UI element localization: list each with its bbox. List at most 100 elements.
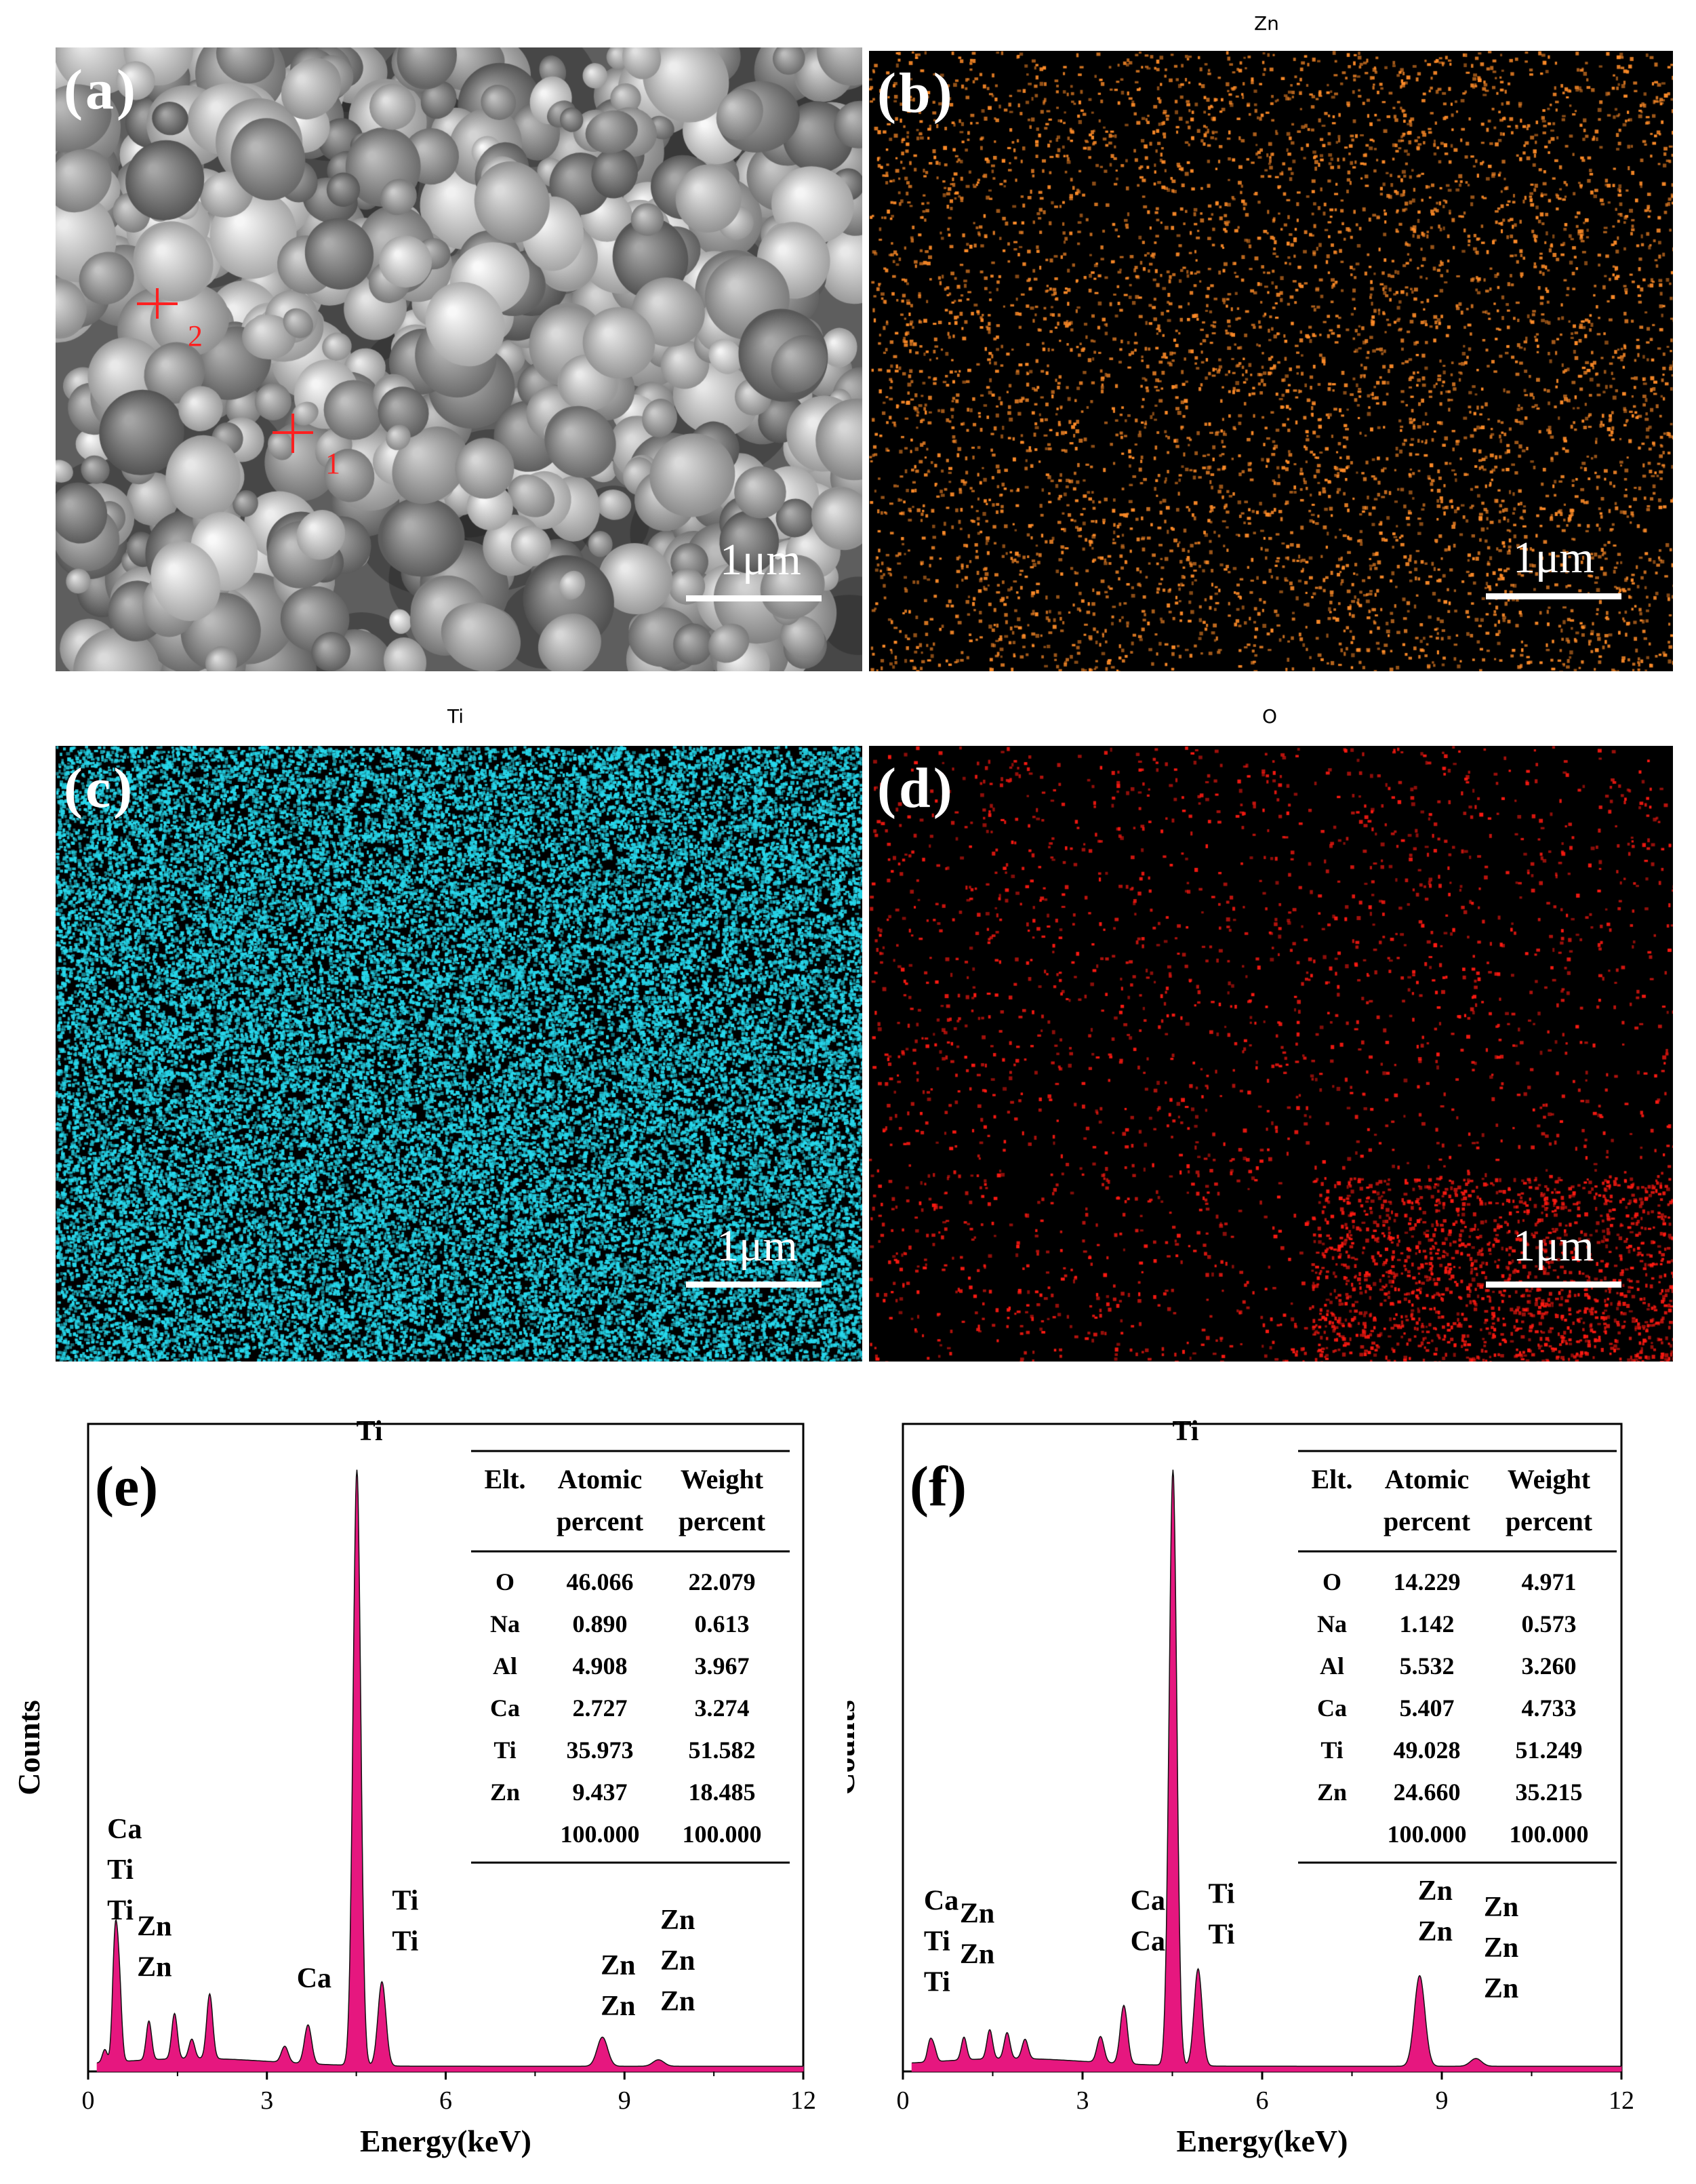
chart-e-peak-label: Ti — [357, 1416, 383, 1447]
chart-f-xlabel: Energy(keV) — [1177, 2124, 1348, 2158]
chart-e-peak-label: Ti — [107, 1854, 134, 1886]
chart-f-peak-label: Zn — [1484, 1973, 1518, 2004]
chart-e-xtick-label-9: 9 — [618, 2086, 631, 2115]
chart-f-table-cell: Ca — [1317, 1694, 1347, 1722]
chart-e-peak-label: Ca — [297, 1963, 331, 1994]
chart-f-peak-label: Ca — [1131, 1885, 1165, 1916]
chart-f-peak-label: Zn — [1484, 1932, 1518, 1964]
chart-f-peak-label: Zn — [960, 1939, 994, 1970]
marker-label-2: 2 — [188, 319, 203, 353]
ti-map-title: Ti — [447, 705, 464, 728]
panel-label-a: (a) — [64, 58, 138, 121]
chart-e-table-cell: 3.967 — [695, 1652, 750, 1680]
chart-e-xtick-label-6: 6 — [439, 2086, 452, 2115]
chart-e-table-cell: O — [496, 1568, 514, 1595]
chart-e-table-cell: 51.582 — [689, 1736, 756, 1764]
chart-f-table-header: Weight — [1508, 1464, 1591, 1494]
chart-f-table-cell: Al — [1320, 1652, 1344, 1680]
panel-label-c: (c) — [64, 757, 136, 820]
o-elemental-map — [869, 746, 1673, 1362]
chart-e-table-cell: 100.000 — [561, 1821, 640, 1848]
chart-f-xtick-label-3: 3 — [1076, 2086, 1089, 2115]
chart-f-peak-label: Ca — [924, 1885, 958, 1916]
o-map-title: O — [1262, 705, 1278, 728]
chart-f-table-cell: 14.229 — [1394, 1568, 1461, 1595]
chart-f-peak-label: Ti — [1209, 1920, 1235, 1951]
chart-e-xtick-label-3: 3 — [260, 2086, 273, 2115]
chart-e-peak-label: Ca — [107, 1814, 142, 1845]
chart-f-xtick-label-12: 12 — [1609, 2086, 1634, 2115]
chart-e-table-cell: 0.890 — [573, 1610, 628, 1637]
ti-elemental-map — [56, 746, 862, 1362]
chart-f-peak-label: Ca — [1131, 1926, 1165, 1957]
chart-f-table-cell: 1.142 — [1400, 1610, 1455, 1637]
chart-f-table-cell: 100.000 — [1388, 1821, 1467, 1848]
chart-e-table-cell: 9.437 — [573, 1779, 628, 1806]
chart-e-table-cell: 46.066 — [567, 1568, 634, 1595]
o-map-panel: (d) 1μm — [869, 746, 1673, 1362]
chart-f-table-cell: 49.028 — [1394, 1736, 1461, 1764]
chart-e-ylabel: Counts — [12, 1700, 46, 1795]
chart-f-table-cell: 5.407 — [1400, 1694, 1455, 1722]
chart-f-panel-label: (f) — [910, 1455, 967, 1518]
scale-bar-c — [686, 1282, 822, 1288]
chart-e-xtick-label-12: 12 — [790, 2086, 816, 2115]
chart-f-ylabel: Counts — [847, 1700, 861, 1795]
chart-e-peak-label: Ti — [107, 1895, 134, 1926]
eds-point-markers: 2 1 — [137, 288, 340, 480]
chart-f-table-cell: O — [1323, 1568, 1341, 1595]
chart-e-xtick-label-0: 0 — [82, 2086, 95, 2115]
scale-bar-a — [686, 595, 822, 601]
scale-label-c: 1μm — [716, 1221, 798, 1271]
chart-f-peak-label: Zn — [1484, 1892, 1518, 1923]
chart-e-table-cell: Ca — [490, 1694, 520, 1722]
scale-bar-d — [1486, 1282, 1621, 1288]
sem-micrograph — [56, 47, 862, 671]
chart-e-peak-label: Zn — [660, 1945, 695, 1977]
chart-e-peak-label: Zn — [137, 1951, 171, 1983]
zn-map-title: Zn — [1254, 12, 1279, 35]
chart-e-table-header: percent — [679, 1506, 766, 1536]
chart-f-spectrum-line — [912, 1469, 1621, 2067]
scale-label-a: 1μm — [720, 535, 801, 584]
chart-f-xtick-label-9: 9 — [1436, 2086, 1449, 2115]
chart-e-table-header: Weight — [681, 1464, 764, 1494]
chart-f-table-cell: 100.000 — [1510, 1821, 1589, 1848]
chart-f-table-cell: Zn — [1317, 1779, 1347, 1806]
chart-e-table-header: percent — [557, 1506, 644, 1536]
chart-f-xtick-label-6: 6 — [1256, 2086, 1269, 2115]
chart-e-peak-label: Zn — [660, 1986, 695, 2017]
chart-e-table-header: Elt. — [484, 1464, 525, 1494]
chart-f-table-cell: 4.971 — [1522, 1568, 1577, 1595]
chart-f-table-header: percent — [1384, 1506, 1471, 1536]
scale-label-b: 1μm — [1513, 533, 1594, 582]
chart-f-peak-label: Zn — [1418, 1916, 1453, 1947]
chart-f-table-cell: 4.733 — [1522, 1694, 1577, 1722]
chart-e-peak-label: Zn — [601, 1991, 635, 2022]
chart-e-spectrum-area — [96, 1469, 804, 2072]
chart-f-table-cell: 51.249 — [1516, 1736, 1583, 1764]
chart-f-table-header: Atomic — [1385, 1464, 1469, 1494]
chart-f-table-header: percent — [1506, 1506, 1593, 1536]
chart-e-peak-label: Ti — [392, 1885, 418, 1916]
chart-e-table-cell: Al — [493, 1652, 517, 1680]
scale-bar-b — [1486, 593, 1621, 599]
chart-e-table-cell: Na — [490, 1610, 520, 1637]
chart-f-table-cell: Na — [1317, 1610, 1347, 1637]
chart-f-peak-label: Ti — [1209, 1879, 1235, 1910]
chart-e-table-cell: 2.727 — [573, 1694, 628, 1722]
chart-e-table-cell: 100.000 — [683, 1821, 762, 1848]
chart-f-table-cell: 5.532 — [1400, 1652, 1455, 1680]
chart-e-peak-label: Zn — [660, 1905, 695, 1936]
chart-e-table-cell: 18.485 — [689, 1779, 756, 1806]
zn-elemental-map — [869, 51, 1673, 671]
chart-e-table-header: Atomic — [558, 1464, 642, 1494]
scale-label-d: 1μm — [1513, 1221, 1594, 1271]
chart-f-peak-label: Zn — [1418, 1875, 1453, 1907]
chart-f-table-cell: Ti — [1320, 1736, 1343, 1764]
panel-label-d: (d) — [877, 757, 955, 820]
chart-e-panel-label: (e) — [95, 1455, 158, 1518]
eds-spectrum-f: 0 3 6 9 12Energy(keV)Counts(f)CaTiTiZnZnCaCa… — [847, 1416, 1634, 2158]
chart-f-table-cell: 0.573 — [1522, 1610, 1577, 1637]
